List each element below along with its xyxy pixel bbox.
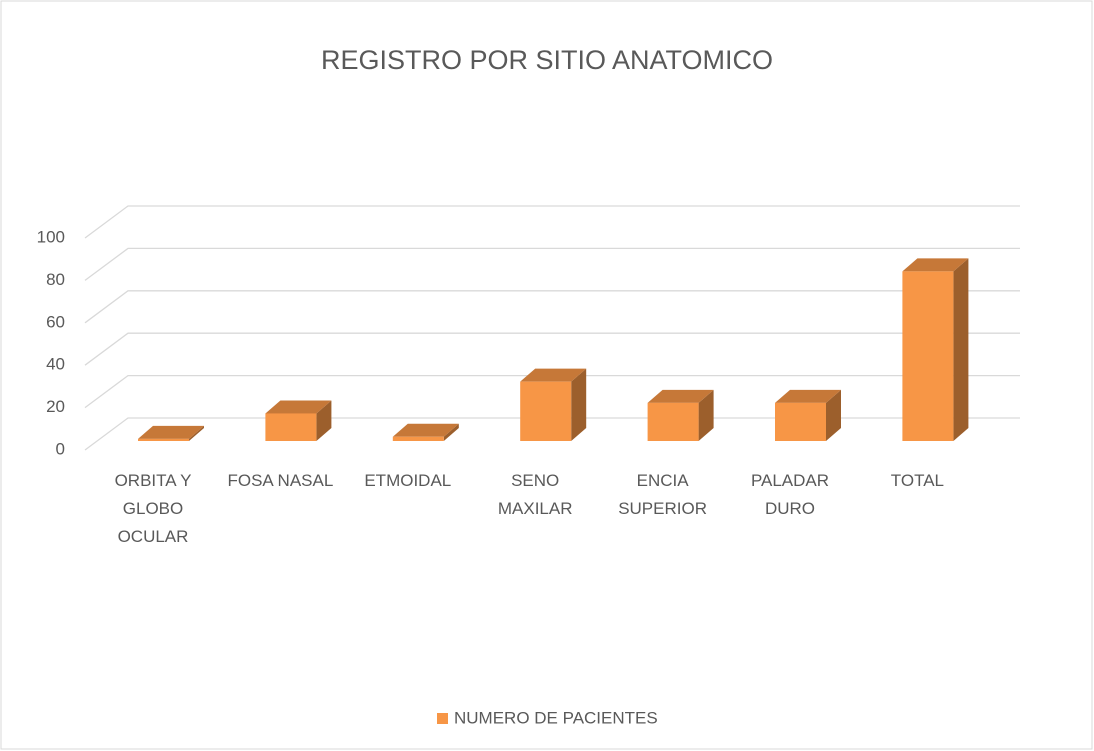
bar-top [647, 389, 714, 403]
bar-side [571, 368, 587, 441]
y-tick-label: 100 [37, 227, 65, 246]
bar [265, 413, 317, 441]
bar [392, 436, 444, 441]
grid-line [84, 247, 1020, 281]
bar-top [902, 258, 969, 272]
bar-top [138, 425, 204, 439]
x-tick-label: ORBITA Y GLOBO OCULAR [114, 471, 192, 546]
bar-side [698, 389, 714, 441]
grid-line [84, 374, 1020, 409]
bar-top [520, 368, 587, 382]
bar-top [265, 400, 332, 414]
grid-line [84, 205, 1020, 239]
bar-top [392, 423, 459, 437]
y-tick-label: 80 [46, 270, 65, 289]
bar [775, 402, 826, 441]
bar [902, 271, 954, 441]
x-tick-label: ENCIA SUPERIOR [618, 471, 707, 518]
grid-line [84, 332, 1020, 366]
y-tick-label: 40 [46, 355, 65, 374]
bar [647, 402, 699, 441]
chart-title: REGISTRO POR SITIO ANATOMICO [321, 45, 773, 75]
x-tick-label: ETMOIDAL [364, 471, 452, 490]
legend-label: NUMERO DE PACIENTES [454, 708, 658, 727]
y-tick-label: 20 [46, 397, 65, 416]
bar-side [443, 423, 459, 441]
bar-side [953, 258, 969, 441]
x-tick-label: TOTAL [890, 471, 944, 490]
y-tick-label: 60 [46, 312, 65, 331]
bar [138, 438, 189, 441]
bar [520, 381, 572, 441]
grid-line [84, 290, 1020, 324]
legend-swatch [437, 713, 448, 724]
bar-side [316, 400, 332, 441]
bar-side [189, 425, 204, 441]
x-tick-label: PALADAR DURO [750, 471, 830, 518]
bar-top [775, 389, 841, 403]
x-tick-label: FOSA NASAL [227, 471, 334, 490]
y-tick-label: 0 [56, 439, 65, 458]
bar-side [826, 389, 841, 441]
x-tick-label: SENO MAXILAR [497, 471, 573, 518]
grid-line [84, 417, 1020, 451]
